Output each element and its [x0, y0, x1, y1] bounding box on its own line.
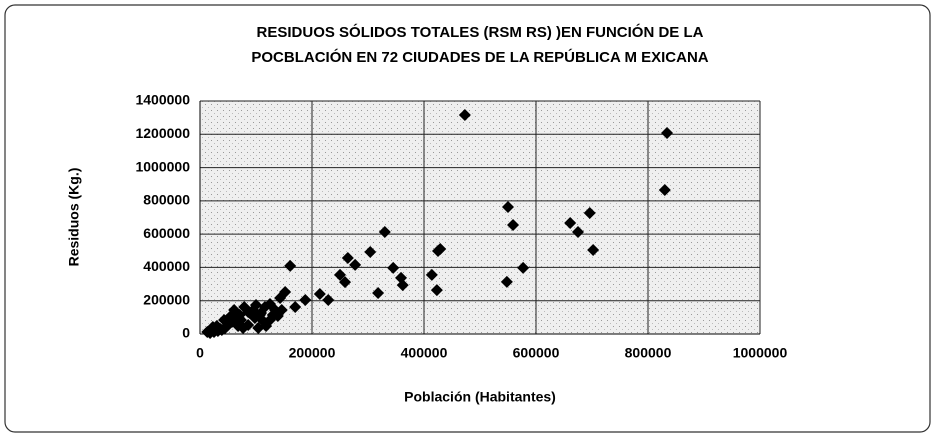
point [238, 301, 251, 314]
x-tick-label: 1000000 [733, 345, 788, 361]
point [299, 294, 312, 307]
x-axis-title: Población (Habitantes) [404, 389, 556, 405]
point [587, 243, 600, 256]
point [339, 276, 352, 289]
y-tick-label: 0 [182, 325, 190, 341]
point [271, 310, 284, 323]
point [255, 307, 268, 320]
point [289, 301, 302, 314]
point [341, 251, 354, 264]
point [583, 207, 596, 220]
point [274, 292, 287, 305]
x-tick-label: 800000 [625, 345, 672, 361]
x-tick-label: 400000 [401, 345, 448, 361]
x-tick-label: 600000 [513, 345, 560, 361]
y-tick-label: 1400000 [135, 92, 190, 108]
y-tick-label: 600000 [143, 225, 190, 241]
point [313, 288, 326, 301]
chart-title: POCBLACIÓN EN 72 CIUDADES DE LA REPÚBLIC… [251, 48, 708, 66]
y-tick-label: 200000 [143, 291, 190, 307]
point [658, 184, 671, 197]
y-tick-label: 1000000 [135, 158, 190, 174]
x-tick-label: 0 [196, 345, 204, 361]
x-tick-label: 200000 [289, 345, 336, 361]
y-axis-title: Residuos (Kg.) [66, 168, 82, 267]
point [228, 304, 241, 317]
point [252, 322, 265, 335]
point [214, 323, 227, 336]
point [387, 261, 400, 274]
point [396, 279, 409, 292]
chart-title: RESIDUOS SÓLIDOS TOTALES (RSM RS) )EN FU… [257, 23, 704, 41]
y-tick-label: 1200000 [135, 125, 190, 141]
point [425, 268, 438, 281]
y-tick-label: 800000 [143, 192, 190, 208]
point [572, 225, 584, 238]
point [517, 261, 530, 274]
point [364, 245, 377, 258]
point [432, 244, 444, 257]
point [334, 268, 346, 281]
y-tick-label: 400000 [143, 258, 190, 274]
point [500, 275, 513, 288]
point [234, 314, 247, 327]
point [223, 317, 236, 330]
plot-area [200, 101, 760, 334]
point [349, 258, 362, 271]
point [201, 326, 214, 339]
point [430, 284, 443, 297]
point [372, 287, 385, 300]
point [378, 225, 391, 238]
point [564, 216, 577, 229]
point [458, 108, 471, 121]
point [284, 259, 297, 272]
point [661, 126, 674, 139]
point [507, 218, 520, 231]
point [502, 201, 514, 214]
point [322, 294, 335, 307]
point [264, 298, 276, 311]
